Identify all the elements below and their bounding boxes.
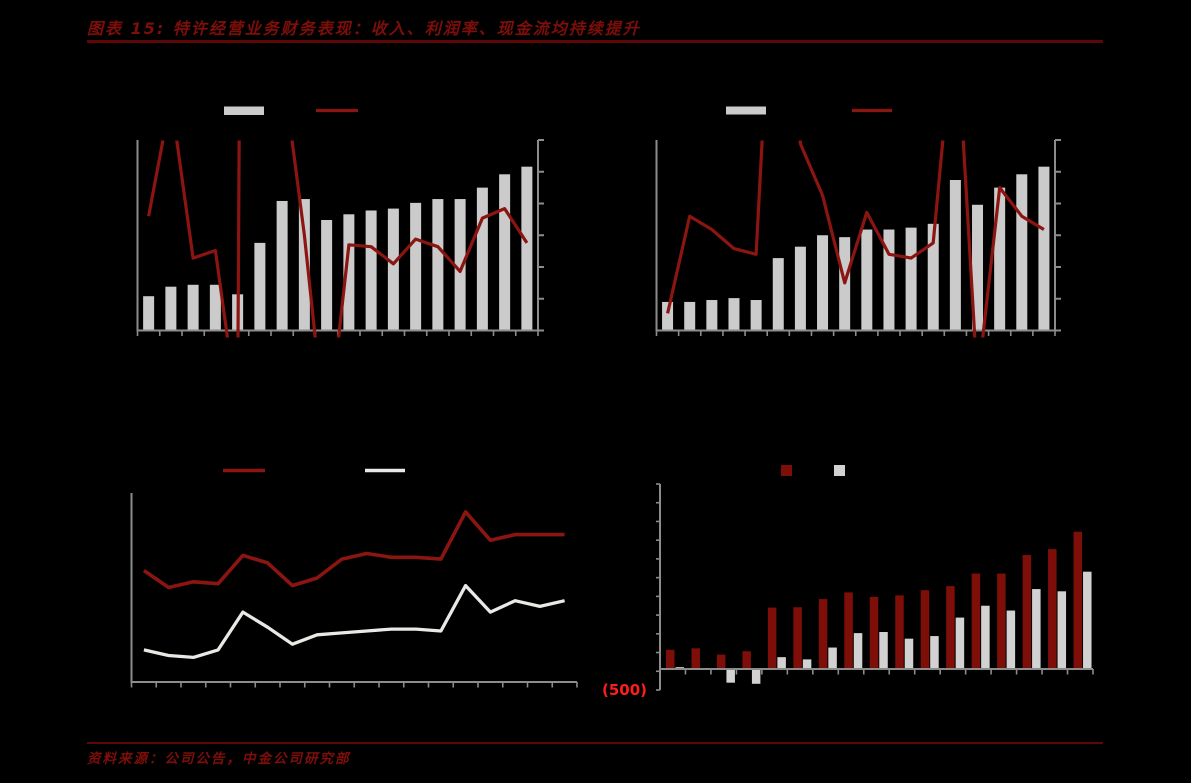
bar [1016,174,1028,331]
legend-square-swatch-0 [781,465,792,476]
bar [927,223,939,331]
bar [794,246,806,331]
bar [716,654,726,669]
bar-series [143,166,533,331]
bar [869,596,879,669]
bar [1048,549,1057,669]
chart-bottom_right: (500) [602,465,1094,699]
title-rule [87,40,1103,43]
bar [321,220,333,331]
legend-bar-swatch [224,106,264,115]
bar [971,573,981,669]
line-series [666,140,1045,338]
bar [997,573,1006,669]
bar [802,659,812,669]
bar [955,617,965,669]
bar [905,227,917,331]
bar [254,242,266,331]
bar [742,651,751,669]
bar [432,199,444,331]
chart-top_left [136,106,544,338]
bar [187,284,199,331]
bar [521,166,533,331]
chart-bottom_left [130,468,578,688]
bar [706,300,718,331]
bar [365,210,377,331]
legend [781,465,845,476]
bar [662,301,674,331]
bar [1006,610,1016,669]
bar [143,296,155,331]
bar [772,258,784,331]
bar [895,595,904,669]
bar [684,301,696,331]
bar [476,187,488,331]
bar [1083,571,1092,669]
bar [946,586,955,669]
bar [879,632,888,669]
bar [454,199,466,331]
bar [949,180,961,331]
bar-series [662,166,1050,331]
bar [209,284,221,331]
axes [130,493,578,688]
bar [930,636,939,669]
bar [1057,591,1067,669]
bar [1038,166,1050,331]
bar [767,607,777,669]
bar [981,605,990,669]
axes [656,483,1094,691]
bar [666,649,675,669]
bar [793,607,802,669]
legend-square-swatch-1 [834,465,845,476]
bar [828,647,837,669]
bar [844,592,853,669]
line-series [147,140,529,338]
bar [994,187,1006,331]
bar [777,657,786,669]
line-series-0 [142,510,565,590]
bar [861,229,873,331]
axes [136,139,544,336]
bar [691,648,700,669]
legend [224,106,358,115]
bar [883,229,895,331]
bar [165,286,177,331]
bar [972,204,984,331]
bar [276,200,288,331]
negative-axis-label: (500) [602,681,647,699]
bar [1032,589,1041,669]
bar [751,669,761,684]
bar [818,599,828,669]
bar [1022,555,1032,669]
figure-title: 图表 15: 特许经营业务财务表现：收入、利润率、现金流均持续提升 [87,19,641,38]
bar [343,214,355,331]
bar-series-1 [675,571,1092,684]
bar [1073,531,1083,669]
footer-rule [87,742,1103,744]
line-series-1 [143,583,565,660]
legend-bar-swatch [726,106,766,115]
axes [655,139,1061,336]
bar-series-0 [666,531,1083,669]
bar [904,638,914,669]
bar [853,633,863,669]
bar [726,669,735,683]
legend [726,106,892,115]
bar [410,202,422,331]
source-note: 资料来源：公司公告，中金公司研究部 [87,751,351,767]
bar [728,298,740,331]
chart-top_right [655,106,1061,338]
bar [750,300,762,331]
bar [817,235,829,331]
bar [298,199,310,331]
bar [499,174,511,331]
bar [387,208,399,331]
bar [920,590,930,669]
